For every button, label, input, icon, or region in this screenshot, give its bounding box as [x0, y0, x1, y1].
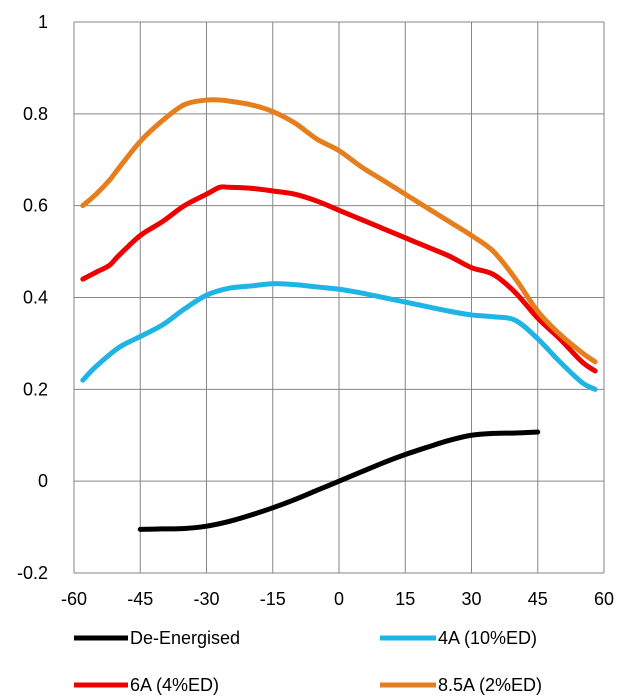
x-tick-label: 30 [461, 589, 481, 609]
series-lines [80, 97, 598, 532]
x-tick-label: 15 [395, 589, 415, 609]
legend-label: 4A (10%ED) [438, 628, 537, 648]
x-tick-label: -45 [127, 589, 153, 609]
tick-labels: -60 -45 -30 -15 0 15 30 45 60 -0.2 0 0.2 0.4 0.6 0.8 1 [17, 12, 614, 609]
legend-label: 6A (4%ED) [130, 675, 219, 695]
legend: De-Energised 4A (10%ED) 6A (4%ED) 8.5A (2%E… [74, 628, 542, 695]
series-line-2 [80, 184, 598, 374]
series-line-3 [80, 97, 598, 365]
legend-label: De-Energised [130, 628, 240, 648]
y-tick-label: 0.8 [23, 104, 48, 124]
y-tick-label: 0.2 [23, 379, 48, 399]
y-tick-label: 0 [38, 471, 48, 491]
legend-label: 8.5A (2%ED) [438, 675, 542, 695]
x-tick-label: 45 [528, 589, 548, 609]
series-line-0 [137, 429, 541, 532]
y-tick-label: 1 [38, 12, 48, 32]
series-line-1 [80, 281, 598, 392]
x-tick-label: 60 [594, 589, 614, 609]
y-tick-label: 0.4 [23, 288, 48, 308]
x-tick-label: -60 [61, 589, 87, 609]
x-tick-label: -30 [193, 589, 219, 609]
x-tick-label: -15 [260, 589, 286, 609]
x-tick-label: 0 [334, 589, 344, 609]
y-tick-label: 0.6 [23, 196, 48, 216]
y-tick-label: -0.2 [17, 563, 48, 583]
